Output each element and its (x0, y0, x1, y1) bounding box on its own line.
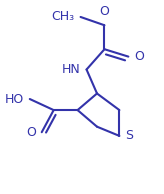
Text: O: O (100, 5, 109, 18)
Text: CH₃: CH₃ (51, 10, 75, 23)
Text: HO: HO (5, 93, 24, 106)
Text: O: O (26, 126, 36, 139)
Text: S: S (125, 129, 133, 142)
Text: O: O (134, 50, 144, 63)
Text: HN: HN (62, 63, 81, 76)
